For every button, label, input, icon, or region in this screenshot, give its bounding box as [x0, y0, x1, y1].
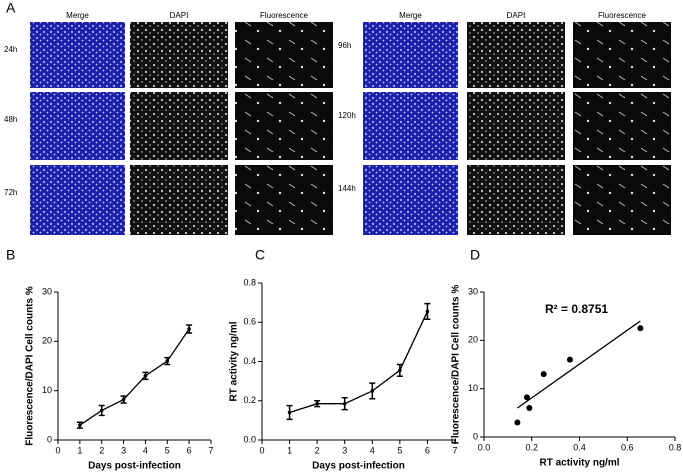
x-tick-label: 6 — [187, 445, 192, 455]
micrograph — [363, 165, 458, 235]
panel-label: D — [470, 247, 480, 263]
data-point — [78, 423, 82, 428]
x-tick-label: 0 — [259, 445, 264, 455]
x-tick-label: 0.4 — [573, 442, 586, 452]
data-point — [425, 309, 430, 314]
panel-label: C — [255, 247, 265, 263]
x-tick-label: 0.0 — [478, 442, 491, 452]
x-tick-label: 2 — [315, 445, 320, 455]
data-point — [540, 371, 547, 378]
x-tick-label: 3 — [342, 445, 347, 455]
y-tick-label: 0.6 — [243, 317, 256, 327]
column-header: Fluorescence — [260, 11, 309, 20]
micrograph — [235, 92, 333, 160]
micrograph — [467, 165, 565, 235]
row-label: 144h — [338, 184, 356, 193]
column-header: Fluorescence — [598, 11, 647, 20]
panel-label: B — [6, 247, 15, 263]
micrograph — [363, 92, 458, 160]
micrograph — [467, 92, 565, 160]
x-tick-label: 7 — [208, 445, 213, 455]
y-axis-label: RT activity ng/ml — [229, 321, 240, 401]
row-label: 120h — [338, 111, 356, 120]
panel-label: A — [6, 0, 16, 16]
panel-a: Merge DAPI Fluorescence 24h 48h 72h Merge DAPI F… — [4, 11, 671, 235]
fit-line — [517, 320, 641, 409]
data-point — [566, 356, 573, 363]
column-header: DAPI — [507, 11, 526, 20]
data-point — [99, 408, 104, 413]
data-point — [315, 401, 319, 406]
row-label: 24h — [4, 45, 17, 54]
x-tick-label: 0.6 — [621, 442, 634, 452]
micrograph — [467, 22, 565, 88]
y-axis-label: Fluorescence/DAPI Cell counts % — [451, 285, 462, 445]
y-tick-label: 0.8 — [243, 277, 256, 287]
data-point — [514, 419, 521, 426]
data-point — [121, 397, 126, 402]
micrograph — [235, 165, 333, 235]
data-point — [165, 359, 170, 363]
micrograph — [130, 92, 228, 160]
x-axis-label: Days post-infection — [88, 461, 181, 472]
y-tick-label: 10 — [468, 383, 478, 393]
y-tick-label: 10 — [42, 385, 52, 395]
data-point — [143, 374, 148, 378]
data-point — [398, 368, 402, 373]
y-tick-label: 30 — [42, 286, 52, 296]
micrograph — [130, 165, 228, 235]
data-point — [637, 325, 644, 332]
row-label: 72h — [4, 188, 17, 197]
y-tick-label: 20 — [468, 335, 478, 345]
x-tick-label: 6 — [425, 445, 430, 455]
data-point — [523, 394, 530, 401]
y-tick-label: 0.4 — [243, 356, 256, 366]
x-tick-label: 7 — [452, 445, 457, 455]
row-label: 48h — [4, 115, 17, 124]
y-tick-label: 0.0 — [243, 434, 256, 444]
x-axis-label: Days post-infection — [312, 461, 405, 472]
data-point — [342, 401, 347, 406]
x-tick-label: 4 — [370, 445, 375, 455]
data-point — [287, 410, 292, 415]
x-axis-label: RT activity ng/ml — [539, 458, 619, 469]
x-tick-label: 5 — [397, 445, 402, 455]
column-header: Merge — [399, 11, 422, 20]
x-tick-label: 1 — [287, 445, 292, 455]
micrograph — [30, 92, 125, 160]
x-tick-label: 5 — [165, 445, 170, 455]
micrograph — [573, 165, 671, 235]
y-tick-label: 30 — [468, 286, 478, 296]
data-point — [370, 389, 375, 393]
micrograph — [573, 22, 671, 88]
x-tick-label: 0.2 — [525, 442, 538, 452]
data-point — [187, 327, 191, 331]
y-tick-label: 0.2 — [243, 395, 256, 405]
x-tick-label: 2 — [99, 445, 104, 455]
micrograph — [363, 22, 458, 88]
row-label: 96h — [338, 41, 351, 50]
annotation: R² = 0.8751 — [545, 302, 608, 316]
y-tick-label: 0 — [473, 431, 478, 441]
column-header: DAPI — [170, 11, 189, 20]
micrograph — [30, 165, 125, 235]
x-tick-label: 3 — [121, 445, 126, 455]
x-tick-label: 1 — [77, 445, 82, 455]
y-tick-label: 0 — [47, 434, 52, 444]
x-tick-label: 0.8 — [669, 442, 682, 452]
micrograph — [573, 92, 671, 160]
x-tick-label: 0 — [55, 445, 60, 455]
x-tick-label: 4 — [143, 445, 148, 455]
micrograph — [130, 22, 228, 88]
micrograph — [30, 22, 125, 88]
micrograph — [235, 22, 333, 88]
y-axis-label: Fluorescence/DAPI Cell counts % — [25, 286, 36, 446]
column-header: Merge — [66, 11, 89, 20]
series-line — [79, 328, 190, 426]
data-point — [526, 405, 533, 411]
series-line — [289, 311, 429, 414]
y-tick-label: 20 — [42, 336, 52, 346]
